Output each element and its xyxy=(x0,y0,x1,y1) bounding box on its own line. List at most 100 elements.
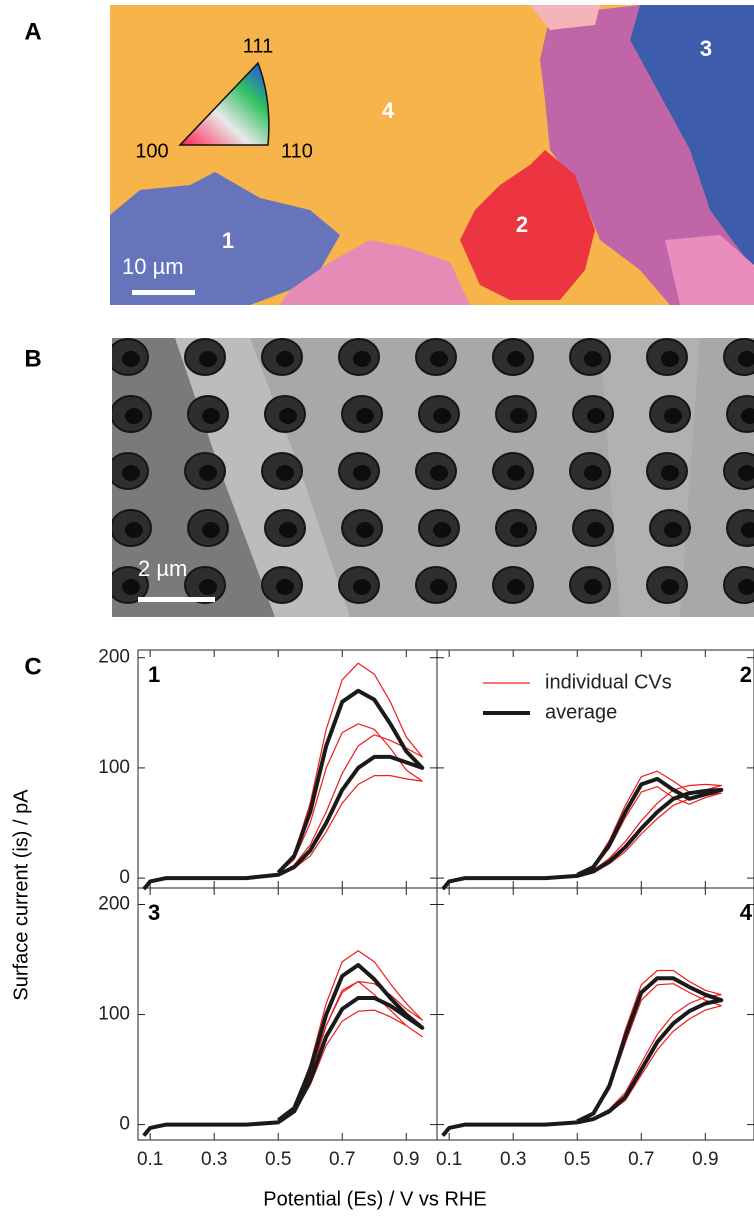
subplot: 2 individual CVs average xyxy=(436,649,754,891)
cv-line xyxy=(441,976,724,1137)
pore-inner xyxy=(661,465,679,481)
grain-label: 3 xyxy=(700,36,712,61)
pore-inner xyxy=(202,522,220,538)
subplot: 0.1 0.3 0.5 0.7 0.9 4 xyxy=(436,887,754,1170)
orientation-label: 100 xyxy=(135,140,168,162)
scale-bar xyxy=(132,290,195,295)
color-key xyxy=(178,61,270,146)
x-tick-label: 0.3 xyxy=(500,1149,526,1170)
scale-bar xyxy=(138,597,215,602)
x-tick-label: 0.5 xyxy=(564,1149,590,1170)
pore-inner xyxy=(125,522,143,538)
pore-inner xyxy=(122,351,140,367)
pore-inner xyxy=(661,351,679,367)
pore-inner xyxy=(741,522,754,538)
pore-inner xyxy=(510,522,528,538)
pore-inner xyxy=(584,579,602,595)
y-tick-label: 0 xyxy=(119,1114,130,1135)
pore-inner xyxy=(279,408,297,424)
panel-label: A xyxy=(24,18,41,45)
y-tick-label: 100 xyxy=(98,1004,130,1025)
pore-inner xyxy=(353,579,371,595)
pore-inner xyxy=(199,351,217,367)
y-tick-label: 200 xyxy=(98,894,130,915)
pore-inner xyxy=(510,408,528,424)
pore-inner xyxy=(507,579,525,595)
cv-line xyxy=(143,950,423,1136)
cv-line xyxy=(143,980,423,1136)
pore-inner xyxy=(202,408,220,424)
orientation-label: 110 xyxy=(281,140,313,162)
x-tick-label: 0.7 xyxy=(329,1149,355,1170)
pore-inner xyxy=(738,465,754,481)
pore-inner xyxy=(664,522,682,538)
pore-inner xyxy=(587,408,605,424)
x-axis-label: Potential (Es) / V vs RHE xyxy=(263,1188,486,1210)
grain-label: 4 xyxy=(382,98,395,123)
pore-inner xyxy=(664,408,682,424)
x-tick-label: 0.9 xyxy=(393,1149,419,1170)
pore-inner xyxy=(199,579,217,595)
pore-inner xyxy=(584,351,602,367)
subplot: 0 100 200 1 xyxy=(98,647,438,891)
pore-inner xyxy=(276,351,294,367)
y-tick-label: 0 xyxy=(119,867,130,888)
pore-inner xyxy=(356,408,374,424)
pore-inner xyxy=(353,465,371,481)
pore-inner xyxy=(430,465,448,481)
ebsd-map xyxy=(110,5,754,305)
pore-inner xyxy=(430,579,448,595)
subplot-title: 3 xyxy=(148,900,160,925)
plot-frame xyxy=(436,887,754,1141)
pore-inner xyxy=(276,579,294,595)
pore-inner xyxy=(433,522,451,538)
pore-inner xyxy=(507,465,525,481)
pore-inner xyxy=(122,465,140,481)
pore-inner xyxy=(122,579,140,595)
pore-inner xyxy=(741,408,754,424)
x-tick-label: 0.1 xyxy=(137,1149,163,1170)
cv-line xyxy=(442,983,722,1136)
scale-label: 2 µm xyxy=(138,556,187,581)
cv-line xyxy=(142,688,425,891)
x-tick-label: 0.9 xyxy=(692,1149,718,1170)
x-tick-label: 0.7 xyxy=(628,1149,654,1170)
pore-inner xyxy=(199,465,217,481)
subplot-title: 4 xyxy=(740,900,753,925)
panel-label: B xyxy=(24,345,41,372)
sem-image xyxy=(112,338,754,617)
cv-line xyxy=(441,776,724,891)
subplot: 0 100 200 0.1 0.3 0.5 0.7 0.9 3 xyxy=(98,887,438,1170)
y-tick-label: 200 xyxy=(98,647,130,668)
subplot-title: 2 xyxy=(740,662,752,687)
subplot-title: 1 xyxy=(148,662,160,687)
cv-line xyxy=(142,963,425,1137)
legend-label: average xyxy=(545,701,617,723)
pore-inner xyxy=(353,351,371,367)
grain-label: 2 xyxy=(516,212,528,237)
pore-inner xyxy=(507,351,525,367)
orientation-label: 111 xyxy=(243,35,273,57)
pore-inner xyxy=(738,351,754,367)
pore-inner xyxy=(661,579,679,595)
pore-inner xyxy=(584,465,602,481)
plot-frame xyxy=(137,649,438,889)
grain-label: 1 xyxy=(222,228,234,253)
y-axis-label: Surface current (is) / pA xyxy=(10,789,32,1001)
pore-inner xyxy=(276,465,294,481)
pore-inner xyxy=(433,408,451,424)
panel-label: C xyxy=(24,653,41,680)
y-tick-label: 100 xyxy=(98,757,130,778)
x-tick-label: 0.5 xyxy=(265,1149,291,1170)
cv-line xyxy=(442,969,722,1136)
cv-line xyxy=(143,723,423,890)
pore-inner xyxy=(279,522,297,538)
x-tick-label: 0.3 xyxy=(201,1149,227,1170)
pore-inner xyxy=(356,522,374,538)
x-tick-label: 0.1 xyxy=(436,1149,462,1170)
pore-inner xyxy=(430,351,448,367)
scale-label: 10 µm xyxy=(122,254,184,279)
pore-inner xyxy=(587,522,605,538)
legend-label: individual CVs xyxy=(545,671,672,693)
